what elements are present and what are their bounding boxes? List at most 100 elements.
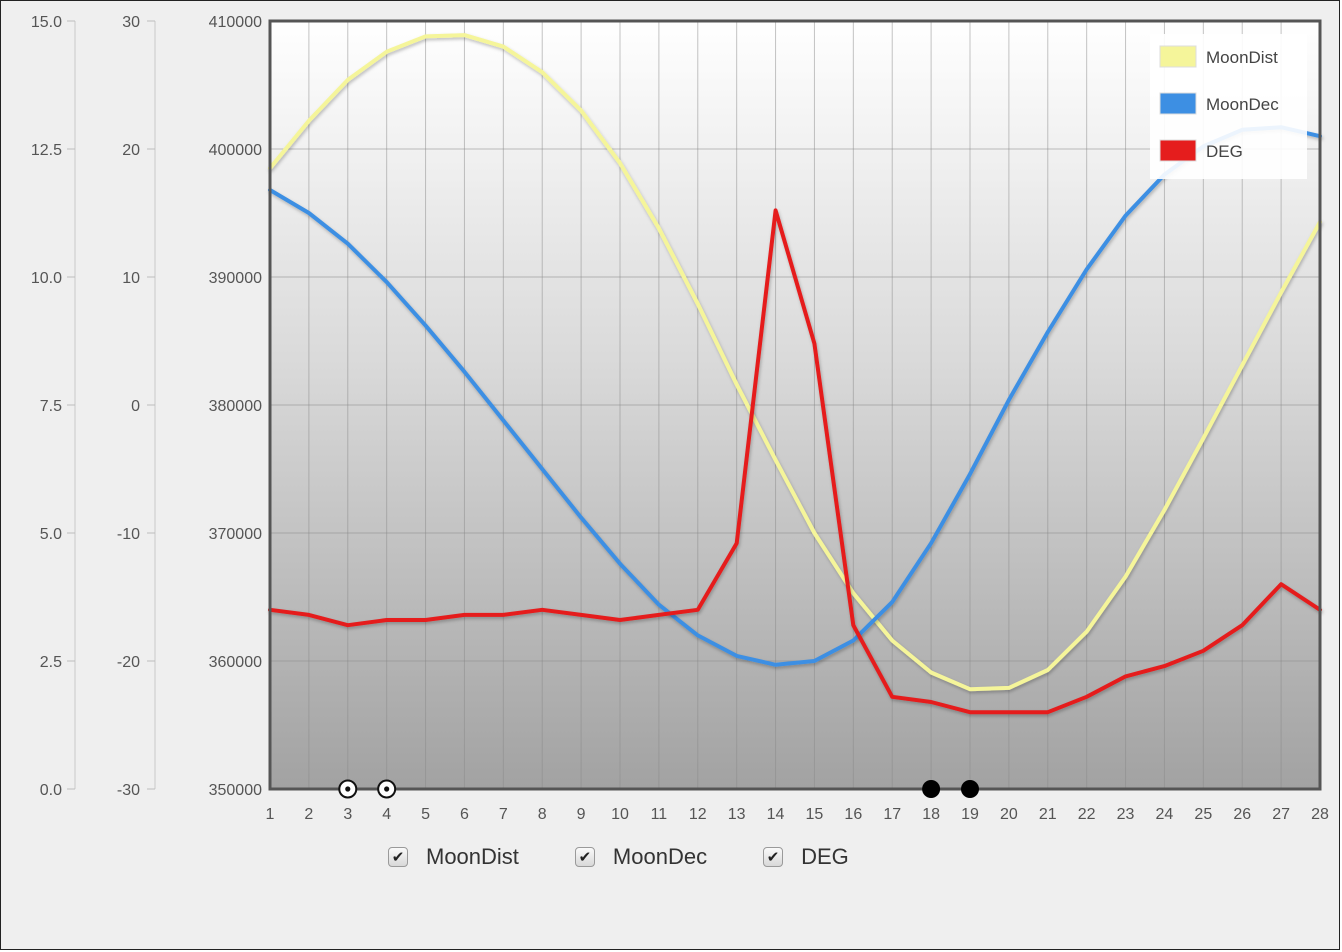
data-point-deg <box>1161 663 1167 669</box>
data-point-moondist <box>967 686 973 692</box>
data-point-deg <box>345 622 351 628</box>
dec_axis-tick-label: -30 <box>117 782 140 799</box>
dist_axis-tick-label: 350000 <box>209 782 262 799</box>
data-point-moondist <box>306 118 312 124</box>
x-tick-label: 3 <box>343 806 352 823</box>
data-point-moondec <box>345 241 351 247</box>
x-tick-label: 22 <box>1078 806 1096 823</box>
x-tick-label: 13 <box>728 806 746 823</box>
data-point-deg <box>889 694 895 700</box>
moondist-toggle-label: MoonDist <box>426 844 519 869</box>
data-point-deg <box>1278 581 1284 587</box>
phase-marker-filled <box>922 780 941 798</box>
data-point-moondec <box>967 471 973 477</box>
data-point-moondec <box>656 602 662 608</box>
legend-label-moondist: MoonDist <box>1206 48 1278 67</box>
x-tick-label: 5 <box>421 806 430 823</box>
dist_axis-tick-label: 410000 <box>209 14 262 31</box>
data-point-moondec <box>306 210 312 216</box>
data-point-deg <box>656 612 662 618</box>
x-tick-label: 4 <box>382 806 391 823</box>
data-point-moondist <box>928 670 934 676</box>
dist_axis-tick-label: 370000 <box>209 526 262 543</box>
data-point-deg <box>578 612 584 618</box>
deg_axis-tick-label: 12.5 <box>31 142 62 159</box>
x-tick-label: 27 <box>1272 806 1290 823</box>
data-point-moondist <box>1006 685 1012 691</box>
x-tick-label: 16 <box>844 806 862 823</box>
data-point-moondec <box>461 369 467 375</box>
x-tick-label: 23 <box>1117 806 1135 823</box>
data-point-moondec <box>578 515 584 521</box>
data-point-deg <box>967 709 973 715</box>
dist_axis-tick-label: 390000 <box>209 270 262 287</box>
series-line-moondist <box>268 33 1322 692</box>
moondec-toggle-label: MoonDec <box>612 844 708 869</box>
data-point-moondist <box>811 530 817 536</box>
data-point-deg <box>423 617 429 623</box>
series-line-deg <box>268 208 1322 715</box>
data-point-moondec <box>811 658 817 664</box>
legend-swatch-moondec <box>1159 92 1197 115</box>
data-point-deg <box>1084 694 1090 700</box>
dist_axis-tick-label: 380000 <box>209 398 262 415</box>
data-point-moondec <box>850 638 856 644</box>
dec_axis-tick-label: 10 <box>122 270 140 287</box>
x-tick-label: 17 <box>883 806 901 823</box>
data-point-moondist <box>773 457 779 463</box>
deg-toggle-label: DEG <box>801 844 849 869</box>
deg-checkbox[interactable]: ✔ <box>763 847 784 867</box>
data-point-moondec <box>423 323 429 329</box>
data-point-moondist <box>1045 667 1051 673</box>
grid <box>269 20 1321 790</box>
data-point-moondist <box>1084 629 1090 635</box>
legend-swatch-deg <box>1159 139 1197 162</box>
data-point-moondec <box>1123 213 1129 219</box>
plot-border <box>268 19 1322 791</box>
data-point-deg <box>500 612 506 618</box>
deg_axis-tick-label: 2.5 <box>40 654 62 671</box>
x-tick-label: 12 <box>689 806 707 823</box>
x-tick-label: 20 <box>1000 806 1018 823</box>
dist_axis-tick-label: 360000 <box>209 654 262 671</box>
x-tick-label: 24 <box>1156 806 1174 823</box>
moondec-checkbox[interactable]: ✔ <box>574 847 595 867</box>
data-point-moondist <box>889 638 895 644</box>
data-point-deg <box>850 622 856 628</box>
data-point-moondec <box>1045 329 1051 335</box>
x-tick-label: 25 <box>1194 806 1212 823</box>
data-point-deg <box>539 607 545 613</box>
series-line-moondec <box>268 125 1322 667</box>
data-point-moondist <box>500 44 506 50</box>
data-point-moondist <box>578 108 584 114</box>
toggle-moondist[interactable]: ✔ MoonDist <box>388 844 519 870</box>
data-point-moondec <box>384 279 390 285</box>
toggle-moondec[interactable]: ✔ MoonDec <box>574 844 708 870</box>
data-point-deg <box>1123 673 1129 679</box>
x-tick-label: 10 <box>611 806 629 823</box>
x-tick-label: 6 <box>460 806 469 823</box>
toggle-deg[interactable]: ✔ DEG <box>763 844 849 870</box>
deg_axis-tick-label: 0.0 <box>40 782 62 799</box>
x-tick-label: 9 <box>577 806 586 823</box>
legend-label-deg: DEG <box>1206 142 1243 161</box>
x-tick-label: 11 <box>651 806 668 823</box>
series-toggles: ✔ MoonDist ✔ MoonDec ✔ DEG <box>388 844 849 870</box>
deg_axis-tick-label: 7.5 <box>40 398 62 415</box>
data-point-moondist <box>423 33 429 39</box>
y-axes: 0.0 2.5 5.0 7.5 10.0 12.5 15.0 -30 -20 -10 0 10 20 30… <box>31 14 262 799</box>
data-point-moondist <box>539 69 545 75</box>
data-point-deg <box>1239 622 1245 628</box>
data-point-moondec <box>928 540 934 546</box>
data-point-moondist <box>1161 507 1167 513</box>
data-point-moondec <box>695 632 701 638</box>
data-point-moondist <box>695 301 701 307</box>
data-point-deg <box>734 540 740 546</box>
deg_axis-tick-label: 5.0 <box>40 526 62 543</box>
moondist-checkbox[interactable]: ✔ <box>388 847 408 867</box>
data-point-moondec <box>773 662 779 668</box>
legend-label-moondec: MoonDec <box>1206 95 1279 114</box>
data-point-moondec <box>500 417 506 423</box>
data-point-moondist <box>384 49 390 55</box>
